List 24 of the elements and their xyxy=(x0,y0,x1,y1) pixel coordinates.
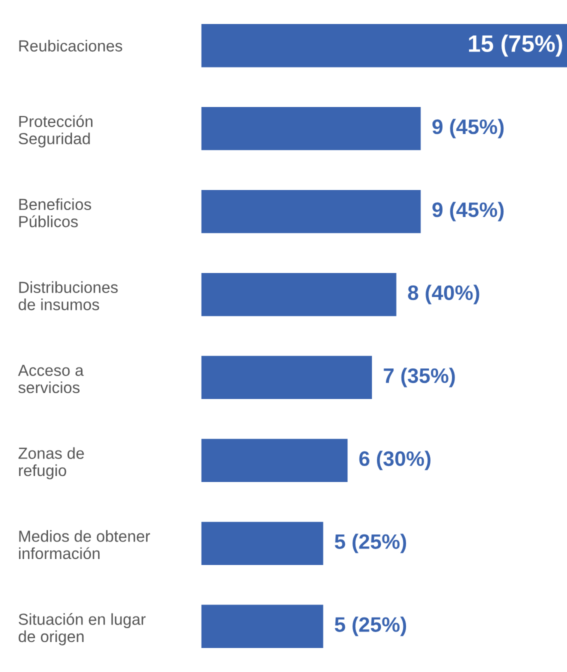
data-label: 9 (45%) xyxy=(432,118,504,138)
data-label: 15 (75%) xyxy=(469,34,562,57)
data-label: 6 (30%) xyxy=(359,450,430,470)
bar xyxy=(201,356,372,400)
data-label: 9 (45%) xyxy=(432,202,504,222)
bar xyxy=(201,438,348,482)
bar xyxy=(201,522,324,565)
bar xyxy=(201,272,396,316)
bar xyxy=(201,24,567,68)
data-label: 5 (25%) xyxy=(334,534,406,554)
bar xyxy=(201,190,421,234)
y-tick-label: Protección Seguridad xyxy=(18,115,92,148)
y-tick-label: Acceso a servicios xyxy=(18,364,84,394)
y-tick-label: Beneficios Públicos xyxy=(19,198,92,228)
data-label: 5 (25%) xyxy=(334,616,406,636)
y-tick-label: Zonas de refugio xyxy=(18,447,84,480)
data-label: 8 (40%) xyxy=(408,284,480,304)
y-tick-label: Distribuciones de insumos xyxy=(18,281,118,310)
bar xyxy=(201,107,421,150)
data-label: 7 (35%) xyxy=(384,368,455,388)
y-tick-label: Situación en lugar de origen xyxy=(18,613,146,646)
y-tick-label: Medios de obtener información xyxy=(19,530,150,560)
bar xyxy=(201,604,324,648)
y-tick-label: Reubicaciones xyxy=(19,40,122,52)
